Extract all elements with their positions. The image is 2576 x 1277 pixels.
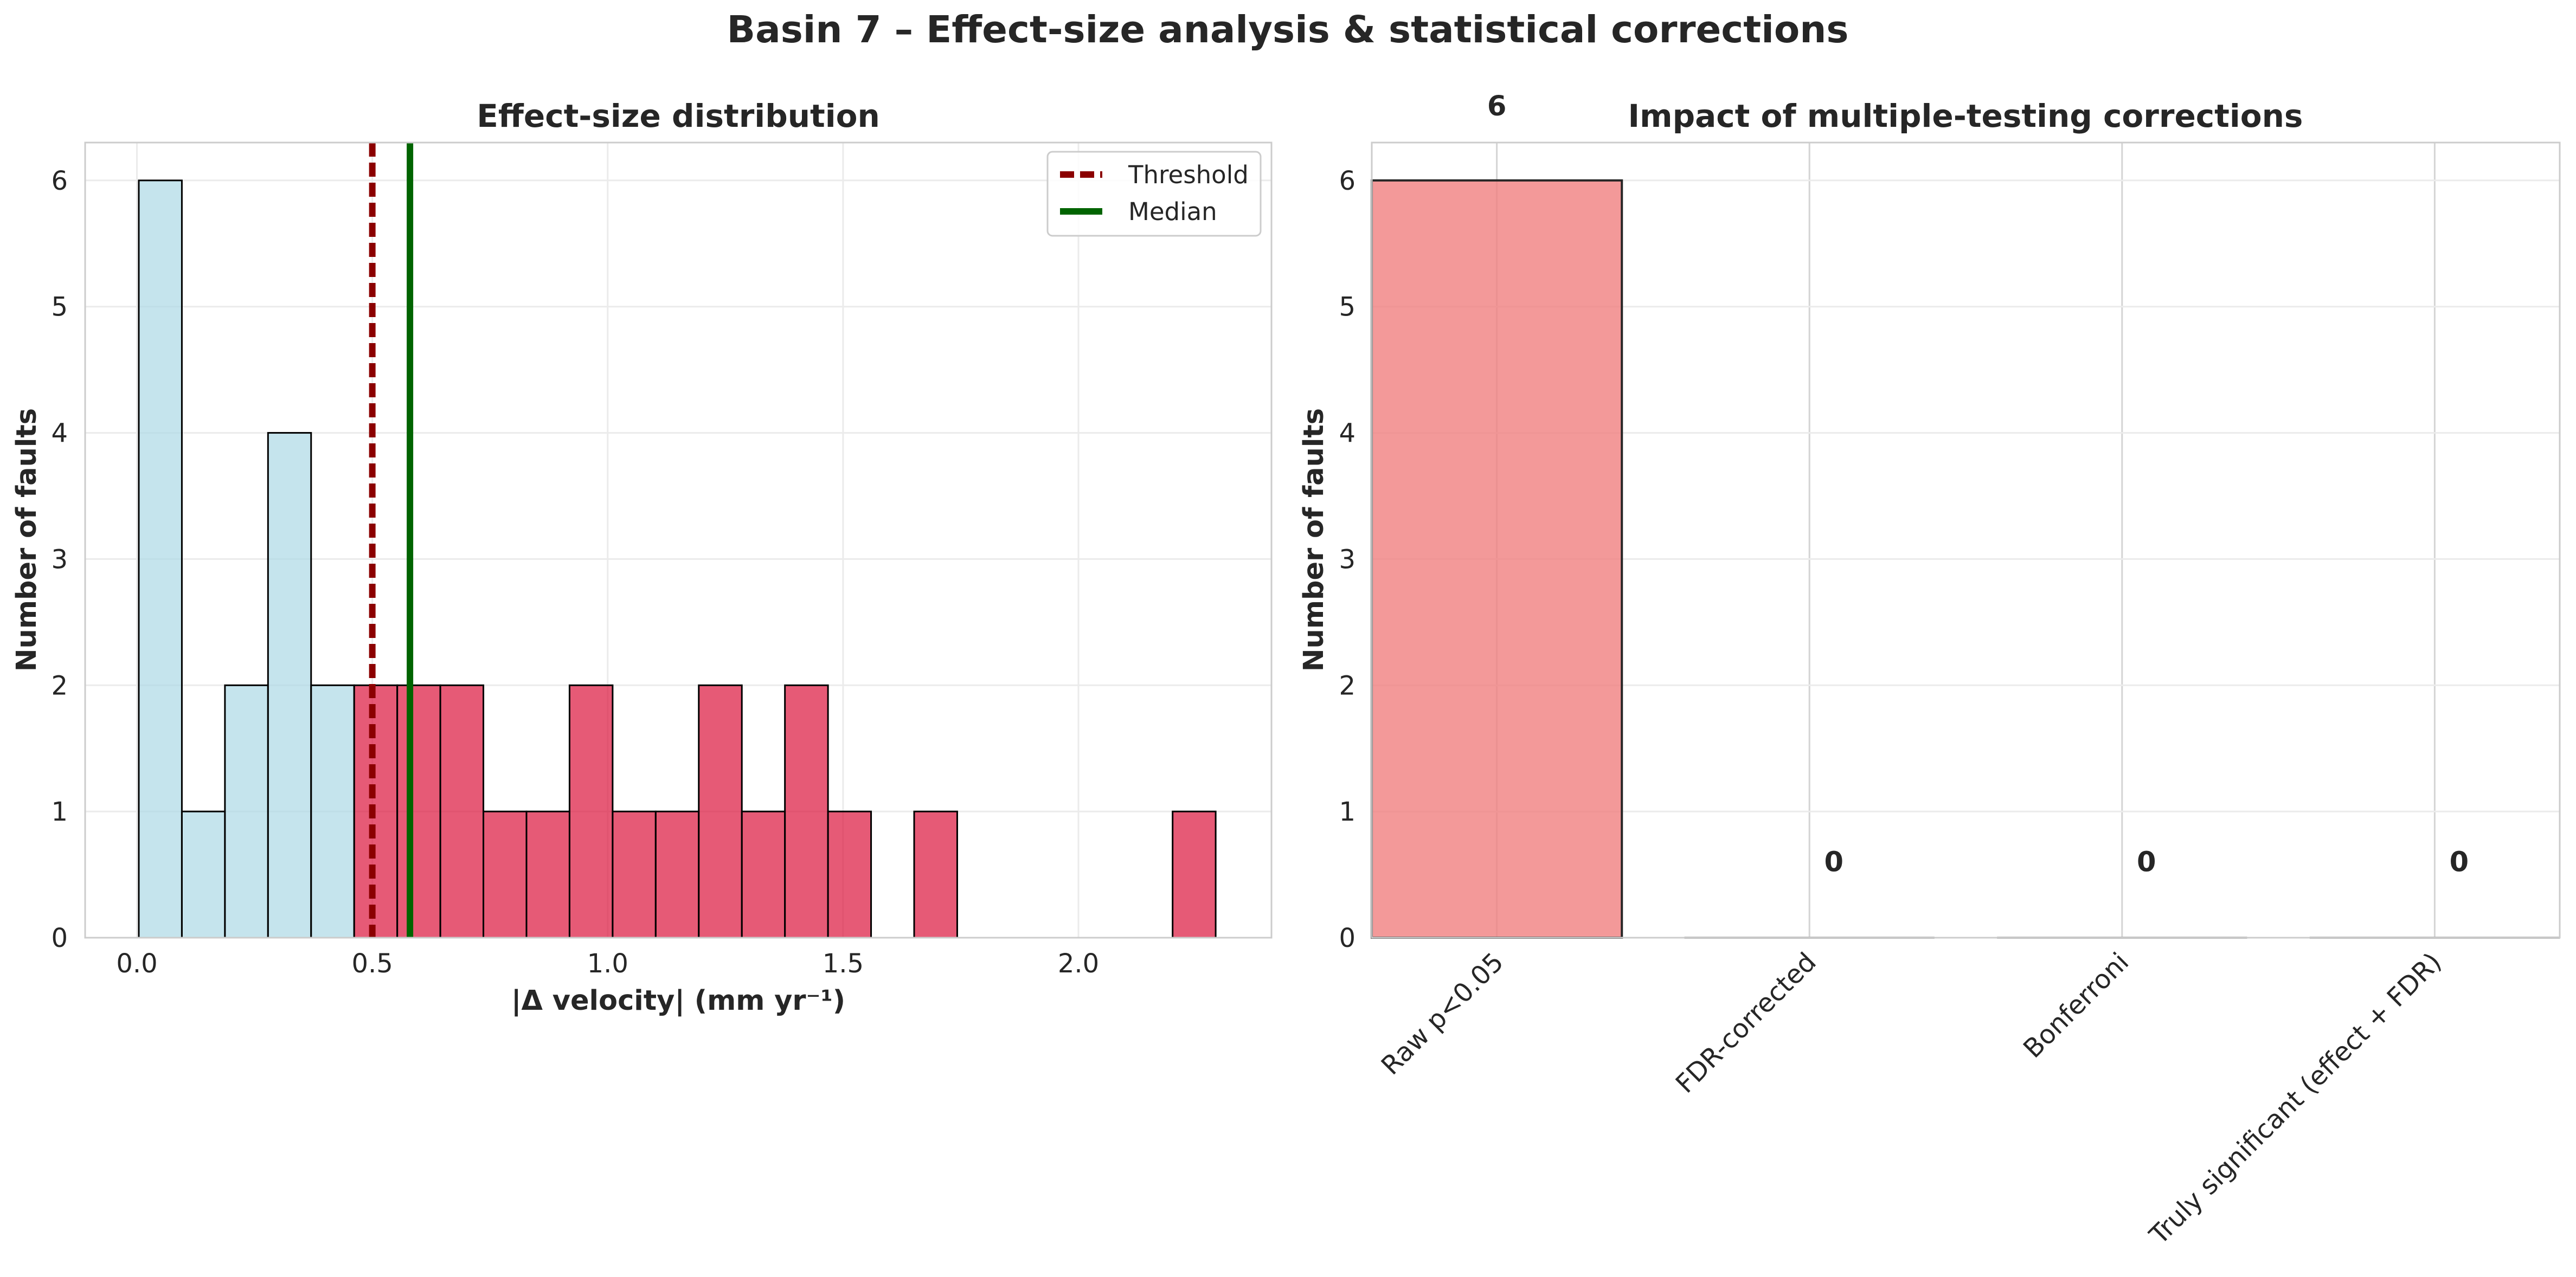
corrections-y-tick-label: 6: [1339, 166, 1356, 196]
histogram-legend: Threshold Median: [1046, 151, 1262, 237]
histogram-y-tick-label: 1: [51, 797, 68, 827]
corrections-y-axis-label: Number of faults: [1298, 408, 1330, 672]
corrections-value-label: 0: [2450, 846, 2469, 878]
histogram-bar: [568, 684, 614, 939]
histogram-bar: [827, 810, 872, 939]
histogram-bar: [913, 810, 958, 939]
histogram-bar: [181, 810, 226, 939]
histogram-bar: [525, 810, 570, 939]
corrections-value-labels: 6 0 0 0: [1487, 91, 2469, 878]
corrections-y-tick-label: 2: [1339, 670, 1356, 701]
histogram-x-tick-label: 1.0: [587, 949, 628, 979]
corrections-bar: [1371, 179, 1623, 939]
histogram-bar: [224, 684, 269, 939]
corrections-y-tick-label: 5: [1339, 292, 1356, 323]
histogram-x-tick-label: 1.5: [823, 949, 864, 979]
corrections-value-label: 0: [1824, 846, 1843, 878]
corrections-value-label: 0: [2137, 846, 2156, 878]
histogram-bar: [784, 684, 829, 939]
histogram-bar: [612, 810, 657, 939]
histogram-y-tick-label: 6: [51, 166, 68, 196]
corrections-y-tick-labels: 0 1 2 3 4 5 6: [1339, 166, 1356, 953]
histogram-bar: [654, 810, 700, 939]
histogram-y-axis-label: Number of faults: [11, 408, 43, 672]
corrections-plot-frame: [1371, 141, 2561, 939]
corrections-y-tick-label: 4: [1339, 418, 1356, 449]
histogram-x-tick-labels: 0.0 0.5 1.0 1.5 2.0: [116, 949, 1099, 979]
histogram-bar: [310, 684, 355, 939]
histogram-title: Effect-size distribution: [477, 98, 880, 134]
histogram-x-axis-label: |Δ velocity| (mm yr⁻¹): [511, 985, 845, 1017]
corrections-y-tick-label: 3: [1339, 544, 1356, 575]
histogram-bar: [1172, 810, 1217, 939]
histogram-bars: [138, 179, 1217, 939]
legend-threshold-label: Threshold: [1128, 160, 1249, 189]
histogram-bar: [138, 179, 183, 939]
corrections-title: Impact of multiple-testing corrections: [1628, 98, 2303, 134]
legend-median-label: Median: [1128, 197, 1217, 226]
corrections-value-label: 6: [1487, 91, 1507, 122]
histogram-x-tick-label: 2.0: [1058, 949, 1099, 979]
histogram-y-tick-label: 5: [51, 292, 68, 323]
corrections-y-tick-label: 1: [1339, 797, 1356, 827]
histogram-bar: [267, 432, 312, 939]
histogram-bar: [698, 684, 743, 939]
corrections-y-tick-label: 0: [1339, 923, 1356, 953]
histogram-y-tick-label: 2: [51, 670, 68, 701]
histogram-bar: [741, 810, 786, 939]
histogram-plot-frame: [84, 141, 1273, 939]
figure-suptitle: Basin 7 – Effect-size analysis & statist…: [727, 8, 1849, 51]
effect-size-histogram-panel: Effect-size distribution 0 1 2 3 4 5 6 0.0 0.5 1…: [11, 98, 1273, 1017]
histogram-y-tick-label: 4: [51, 418, 68, 449]
histogram-x-tick-label: 0.0: [116, 949, 157, 979]
histogram-y-tick-labels: 0 1 2 3 4 5 6: [51, 166, 68, 953]
histogram-bar: [483, 810, 528, 939]
histogram-y-tick-label: 3: [51, 544, 68, 575]
histogram-y-tick-label: 0: [51, 923, 68, 953]
histogram-reference-lines: [369, 143, 414, 938]
histogram-bar: [353, 684, 399, 939]
histogram-bar: [396, 684, 441, 939]
histogram-x-tick-label: 0.5: [351, 949, 393, 979]
histogram-bar: [439, 684, 485, 939]
